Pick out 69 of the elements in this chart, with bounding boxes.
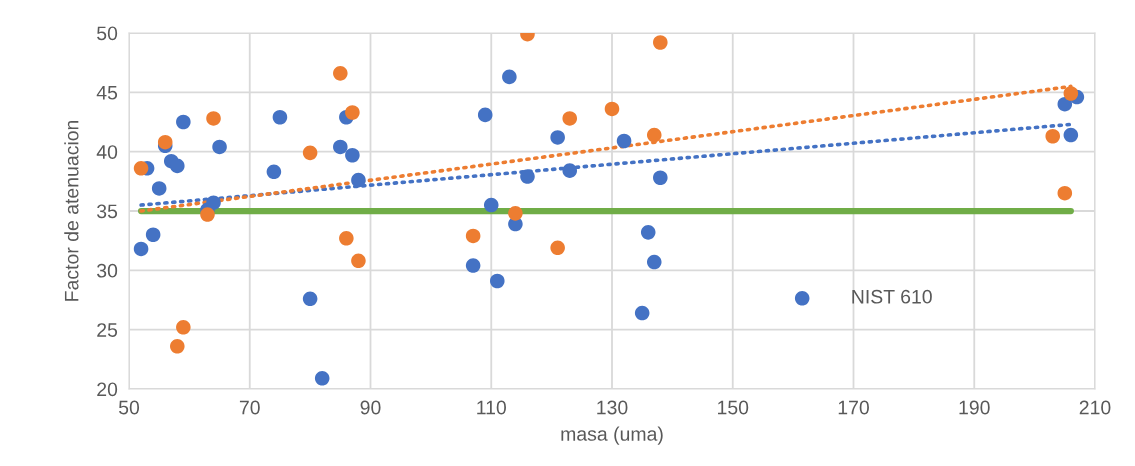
legend-label: NIST 610 [852, 289, 932, 304]
point [520, 169, 535, 184]
point [206, 111, 221, 126]
point [302, 291, 318, 307]
x-axis-title: masa (uma) [561, 426, 663, 445]
point [212, 139, 227, 155]
point [333, 139, 348, 155]
point [562, 163, 578, 178]
point [151, 181, 167, 196]
y-tick-label: 45 [96, 86, 118, 100]
point [1057, 96, 1073, 112]
y-tick-label: 50 [97, 26, 118, 41]
point [351, 172, 366, 188]
point [345, 105, 360, 120]
x-tick-label: 50 [118, 400, 140, 415]
point [604, 101, 620, 117]
point [314, 371, 330, 386]
point [272, 109, 288, 125]
point [508, 206, 523, 221]
x-tick-label: 110 [477, 400, 506, 415]
point [176, 114, 191, 130]
x-tick-label: 90 [360, 400, 381, 415]
x-tick-label: 150 [718, 400, 749, 415]
point [490, 273, 505, 289]
y-tick-label: 40 [96, 145, 118, 159]
point [477, 107, 493, 123]
point [133, 161, 149, 176]
point [1045, 128, 1061, 144]
point [550, 240, 565, 256]
y-tick-label: 20 [97, 382, 118, 397]
point [133, 241, 149, 257]
point [157, 134, 173, 150]
x-tick-label: 190 [959, 400, 990, 415]
point [339, 231, 354, 246]
point [653, 35, 668, 50]
point [206, 195, 221, 210]
point [345, 147, 360, 163]
point [266, 164, 282, 180]
point [616, 133, 632, 149]
point [550, 130, 565, 145]
point [1063, 127, 1079, 143]
x-tick-label: 170 [838, 400, 869, 415]
point [1063, 86, 1079, 101]
point [465, 258, 481, 273]
point [646, 127, 662, 143]
y-tick-label: 30 [97, 263, 118, 278]
y-tick-label: 35 [97, 204, 118, 219]
point [302, 145, 318, 161]
point [1057, 185, 1073, 201]
point [465, 228, 481, 244]
point [640, 225, 656, 240]
y-axis-title: Factor de atenuacion [64, 120, 79, 301]
point [562, 111, 578, 126]
point [634, 305, 650, 321]
x-tick-label: 70 [239, 400, 260, 415]
point [176, 320, 191, 335]
point [145, 227, 161, 243]
point [502, 69, 517, 85]
point [351, 253, 366, 269]
x-tick-label: 130 [597, 400, 628, 415]
point [483, 197, 499, 213]
point [200, 207, 215, 222]
point [646, 254, 662, 270]
point [653, 170, 668, 186]
point [170, 339, 185, 354]
x-tick-label: 210 [1079, 400, 1111, 415]
point [170, 158, 185, 174]
y-tick-label: 25 [97, 323, 118, 337]
point [333, 66, 348, 81]
